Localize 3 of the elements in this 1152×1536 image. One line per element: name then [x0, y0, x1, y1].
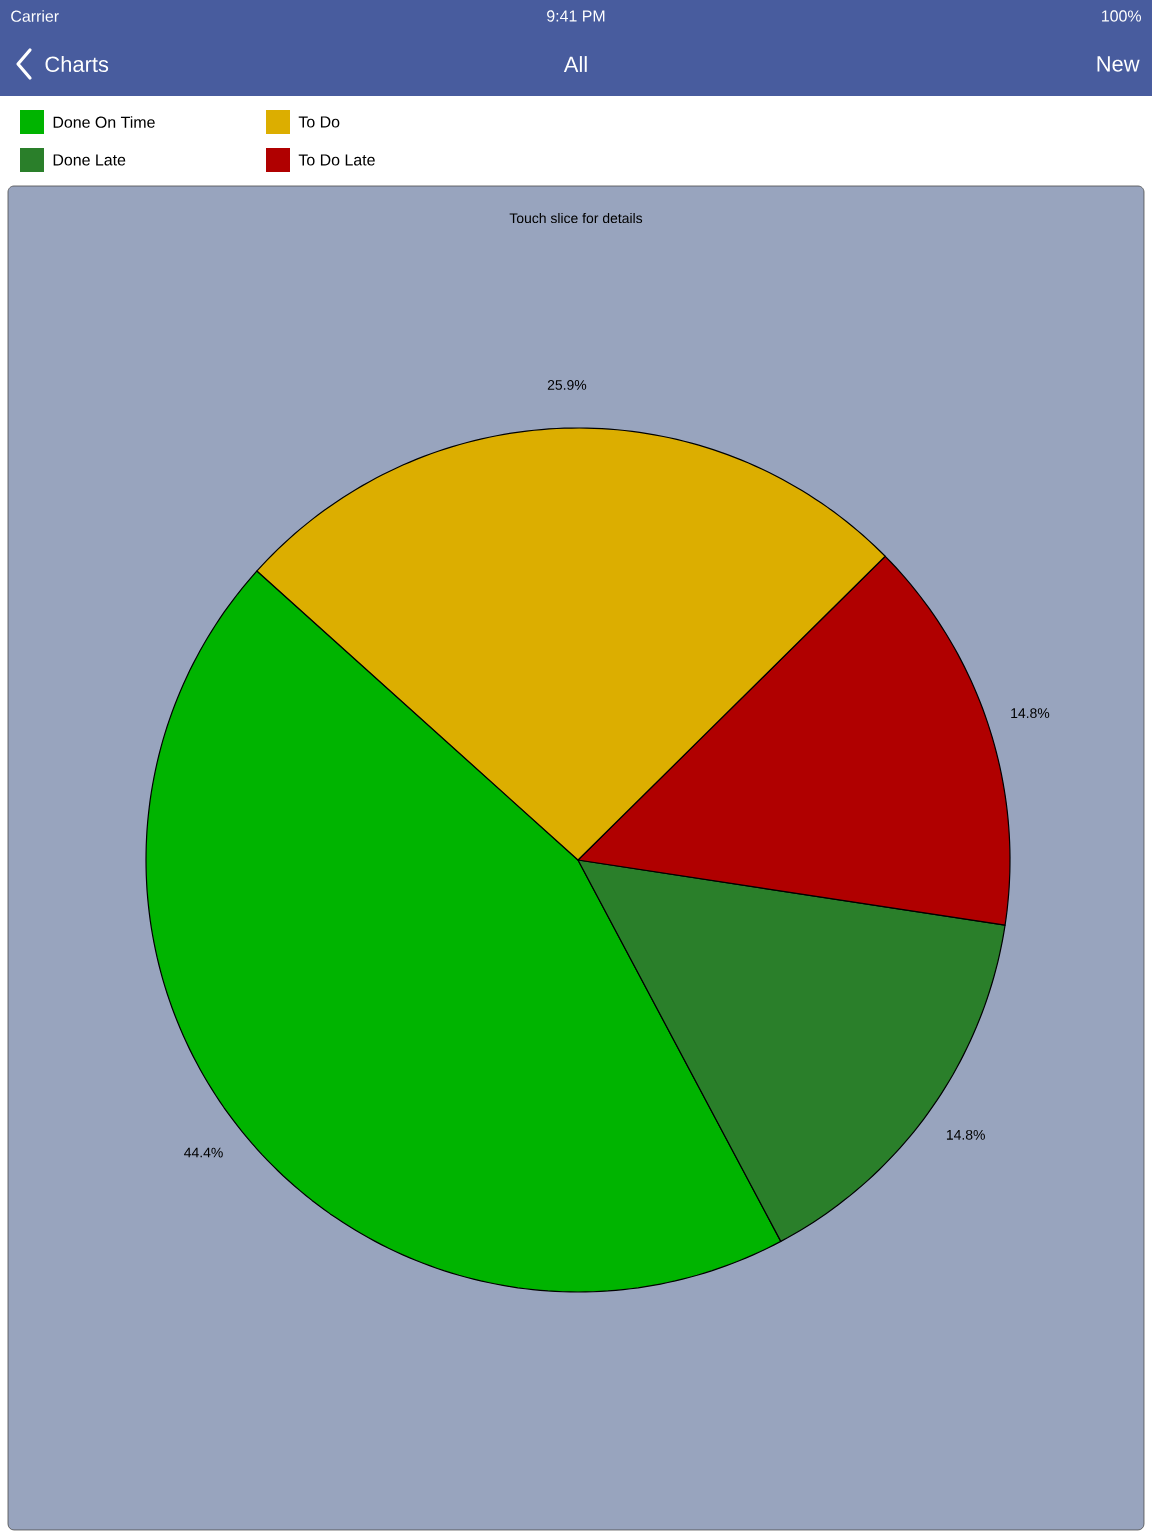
- chart-title: All: [563, 56, 587, 72]
- text: Charts: [45, 55, 109, 73]
- text: New: [1097, 56, 1140, 72]
